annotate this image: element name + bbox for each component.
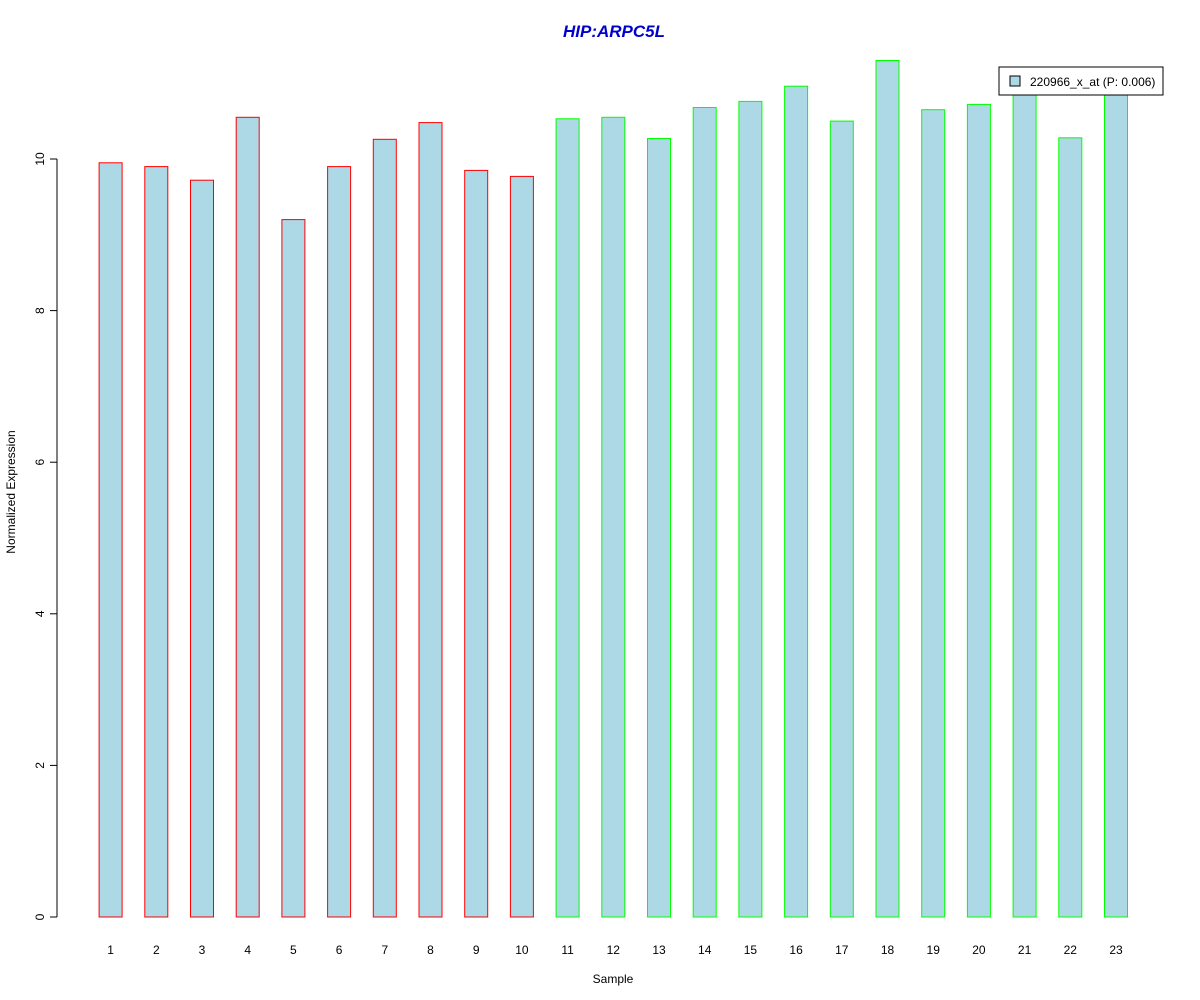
bar-sample-11 (555, 118, 580, 918)
x-tick-label: 19 (927, 943, 941, 957)
x-tick-label: 1 (107, 943, 114, 957)
x-tick-label: 12 (607, 943, 621, 957)
legend-swatch (1009, 75, 1021, 87)
x-tick-label: 14 (698, 943, 712, 957)
bar-sample-21 (1012, 90, 1037, 918)
bar-sample-3 (190, 179, 214, 918)
legend-box (998, 66, 1164, 96)
x-tick-label: 8 (427, 943, 434, 957)
x-tick-labels: 1 2 3 4 5 6 7 8 9 10 11 12 13 14 15 16 17 18 19 20 21 22 23 (107, 943, 1123, 957)
y-tick-label: 2 (33, 762, 47, 769)
x-tick-label: 9 (473, 943, 480, 957)
x-tick-label: 6 (336, 943, 343, 957)
x-tick-label: 18 (881, 943, 895, 957)
x-tick-label: 17 (835, 943, 849, 957)
y-tick-label: 0 (33, 913, 47, 920)
y-axis-label: Normalized Expression (4, 430, 18, 553)
legend-label: 220966_x_at (P: 0.006) (1030, 75, 1155, 89)
bar-sample-15 (738, 100, 763, 918)
bars-group (98, 60, 1128, 918)
chart-title: HIP:ARPC5L (563, 22, 665, 41)
x-tick-label: 13 (652, 943, 666, 957)
x-tick-label: 22 (1064, 943, 1078, 957)
bar-sample-12 (601, 116, 626, 918)
x-tick-label: 5 (290, 943, 297, 957)
x-tick-label: 15 (744, 943, 758, 957)
x-tick-label: 23 (1109, 943, 1123, 957)
legend: 220966_x_at (P: 0.006) (998, 66, 1164, 96)
bar-sample-16 (784, 85, 809, 918)
y-axis: 0 2 4 6 8 10 (33, 152, 58, 920)
bar-sample-20 (966, 103, 991, 918)
bar-sample-22 (1058, 137, 1083, 918)
bar-sample-18 (875, 60, 900, 918)
bar-sample-10 (509, 175, 534, 918)
bar-sample-23 (1104, 90, 1128, 918)
x-tick-label: 16 (789, 943, 803, 957)
x-tick-label: 10 (515, 943, 529, 957)
y-tick-label: 4 (33, 610, 47, 617)
y-tick-label: 6 (33, 459, 47, 466)
bar-sample-9 (464, 169, 489, 918)
bar-sample-7 (372, 138, 397, 918)
x-tick-label: 20 (972, 943, 986, 957)
bar-sample-5 (281, 219, 306, 918)
bar-sample-4 (235, 116, 260, 918)
bar-sample-6 (327, 166, 352, 918)
x-tick-label: 2 (153, 943, 160, 957)
y-tick-label: 10 (33, 152, 47, 166)
x-tick-label: 4 (244, 943, 251, 957)
bar-sample-13 (647, 138, 671, 918)
bar-sample-17 (829, 120, 854, 918)
bar-sample-8 (418, 122, 443, 918)
bar-sample-19 (921, 109, 946, 918)
bar-sample-2 (144, 166, 169, 918)
bar-sample-14 (692, 107, 717, 918)
x-tick-label: 21 (1018, 943, 1032, 957)
x-tick-label: 11 (561, 943, 574, 957)
x-tick-label: 3 (199, 943, 206, 957)
x-axis-label: Sample (593, 972, 634, 986)
x-tick-label: 7 (381, 943, 388, 957)
y-tick-label: 8 (33, 307, 47, 314)
bar-sample-1 (98, 162, 123, 918)
